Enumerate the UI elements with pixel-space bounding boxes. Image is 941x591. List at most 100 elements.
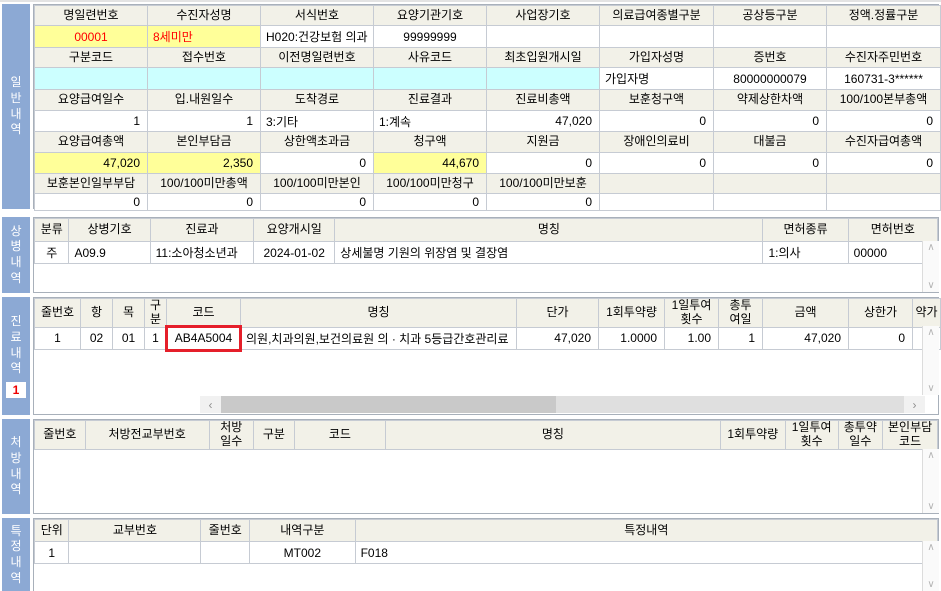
cell[interactable] bbox=[826, 193, 941, 211]
cell[interactable]: 80000000079 bbox=[713, 67, 827, 90]
cell[interactable]: 8세미만 bbox=[147, 25, 261, 48]
cell[interactable]: 1:계속 bbox=[373, 110, 487, 132]
cell[interactable]: 01 bbox=[112, 326, 145, 350]
cell[interactable]: 2,350 bbox=[147, 152, 261, 174]
col-header: 1회투약량 bbox=[598, 298, 665, 328]
cell[interactable]: 47,020 bbox=[34, 152, 148, 174]
col-header: 공상등구분 bbox=[713, 5, 827, 26]
cell[interactable]: 0 bbox=[599, 110, 714, 132]
cell[interactable]: 0 bbox=[486, 193, 600, 211]
prescription-vertical-scrollbar[interactable]: ∧ ∨ bbox=[922, 449, 939, 513]
highlighted-code-cell[interactable]: AB4A5004 bbox=[165, 325, 243, 353]
col-header: 약제상한차액 bbox=[713, 89, 827, 111]
cell[interactable]: H020:건강보험 의과 bbox=[260, 25, 374, 48]
cell[interactable]: 1 bbox=[33, 541, 70, 564]
cell[interactable]: 160731-3****** bbox=[826, 67, 941, 90]
col-header: 코드 bbox=[166, 298, 241, 328]
cell[interactable]: 1 bbox=[144, 326, 167, 350]
specific-vertical-scrollbar[interactable]: ∧ ∨ bbox=[922, 541, 939, 591]
cell[interactable]: 1.0000 bbox=[598, 326, 665, 350]
cell[interactable]: 0 bbox=[713, 152, 827, 174]
treatment-horizontal-scrollbar[interactable]: ‹ › bbox=[200, 396, 925, 413]
cell[interactable]: 0 bbox=[147, 193, 261, 211]
cell[interactable]: 1.00 bbox=[664, 326, 719, 350]
cell[interactable]: F018 bbox=[354, 541, 939, 564]
scroll-down-icon[interactable]: ∨ bbox=[927, 501, 935, 512]
cell[interactable]: 0 bbox=[599, 152, 714, 174]
treatment-vertical-scrollbar[interactable]: ∧ ∨ bbox=[922, 326, 939, 395]
scroll-down-icon[interactable]: ∨ bbox=[927, 280, 935, 291]
cell[interactable] bbox=[713, 25, 827, 48]
scroll-left-button[interactable]: ‹ bbox=[200, 396, 221, 413]
col-header: 총투약 일수 bbox=[837, 420, 884, 450]
scroll-up-icon[interactable]: ∧ bbox=[927, 542, 935, 553]
col-header: 서식번호 bbox=[260, 5, 374, 26]
cell[interactable] bbox=[599, 25, 714, 48]
cell[interactable]: 0 bbox=[260, 152, 374, 174]
sidebar-label-specific: 특정내역 bbox=[10, 523, 22, 585]
cell[interactable]: 1 bbox=[147, 110, 261, 132]
scrollbar-thumb[interactable] bbox=[221, 396, 556, 413]
scroll-down-icon[interactable]: ∨ bbox=[927, 383, 935, 394]
cell[interactable]: 1:의사 bbox=[762, 241, 849, 264]
cell[interactable] bbox=[486, 25, 600, 48]
cell[interactable]: 2024-01-02 bbox=[253, 241, 336, 264]
scroll-up-icon[interactable]: ∧ bbox=[927, 327, 935, 338]
cell[interactable]: 02 bbox=[80, 326, 113, 350]
sidebar-label-general: 일반내역 bbox=[10, 75, 22, 137]
scroll-up-icon[interactable]: ∧ bbox=[927, 450, 935, 461]
cell[interactable]: 00001 bbox=[34, 25, 148, 48]
cell[interactable]: 00000 bbox=[847, 241, 939, 264]
cell[interactable] bbox=[68, 541, 202, 564]
cell[interactable]: 1 bbox=[34, 110, 148, 132]
header-row: 구분코드 접수번호 이전명일련번호 사유코드 최초입원개시일 가입자성명 증번호 수진자주민번… bbox=[34, 47, 941, 68]
cell[interactable] bbox=[200, 541, 251, 564]
scrollbar-track[interactable] bbox=[556, 396, 904, 413]
col-header: 단위 bbox=[33, 519, 70, 542]
cell[interactable]: 가입자명 bbox=[599, 67, 714, 90]
table-row: 47,020 2,350 0 44,670 0 0 0 0 bbox=[34, 152, 941, 174]
scroll-up-icon[interactable]: ∧ bbox=[927, 242, 935, 253]
disease-vertical-scrollbar[interactable]: ∧ ∨ bbox=[922, 241, 939, 292]
col-header: 보훈본인일부부담 bbox=[34, 173, 148, 194]
cell[interactable] bbox=[826, 25, 941, 48]
cell[interactable]: 0 bbox=[34, 193, 148, 211]
cell[interactable] bbox=[260, 67, 374, 90]
cell[interactable]: 상세불명 기원의 위장염 및 결장염 bbox=[334, 241, 764, 264]
cell[interactable] bbox=[486, 67, 600, 90]
cell[interactable]: 1 bbox=[718, 326, 763, 350]
cell[interactable] bbox=[34, 67, 148, 90]
cell[interactable]: 11:소아청소년과 bbox=[149, 241, 255, 264]
cell[interactable] bbox=[373, 67, 487, 90]
cell[interactable]: 0 bbox=[260, 193, 374, 211]
cell[interactable] bbox=[147, 67, 261, 90]
col-header: 접수번호 bbox=[147, 47, 261, 68]
cell[interactable]: MT002 bbox=[249, 541, 356, 564]
cell[interactable]: 0 bbox=[826, 110, 941, 132]
cell[interactable]: 99999999 bbox=[373, 25, 487, 48]
cell[interactable]: 주 bbox=[33, 241, 70, 264]
disease-grid: 분류 상병기호 진료과 요양개시일 명칭 면허종류 면허번호 주 A09.9 11:소아청소년과 2… bbox=[33, 217, 939, 293]
cell[interactable]: 0 bbox=[486, 152, 600, 174]
cell[interactable]: 47,020 bbox=[762, 326, 849, 350]
cell[interactable]: A09.9 bbox=[68, 241, 151, 264]
col-header: 장애인의료비 bbox=[599, 131, 714, 153]
col-header: 청구액 bbox=[373, 131, 487, 153]
cell[interactable] bbox=[599, 193, 714, 211]
cell[interactable]: 0 bbox=[713, 110, 827, 132]
cell[interactable]: 0 bbox=[373, 193, 487, 211]
scroll-right-button[interactable]: › bbox=[904, 396, 925, 413]
header-row: 줄번호 항 목 구 분 코드 명칭 단가 1회투약량 1일투여 횟수 총투 여일 금액 상한가 약가 bbox=[34, 298, 941, 328]
cell[interactable]: 47,020 bbox=[516, 326, 599, 350]
cell[interactable]: 0 bbox=[848, 326, 913, 350]
col-header: 진료결과 bbox=[373, 89, 487, 111]
cell[interactable]: 44,670 bbox=[373, 152, 487, 174]
cell[interactable]: 의원,치과의원,보건의료원 의 · 치과 5등급간호관리료 bbox=[240, 326, 517, 350]
cell[interactable]: 0 bbox=[826, 152, 941, 174]
col-header: 수진자주민번호 bbox=[826, 47, 941, 68]
scroll-down-icon[interactable]: ∨ bbox=[927, 579, 935, 590]
cell[interactable]: 1 bbox=[34, 326, 81, 350]
cell[interactable]: 47,020 bbox=[486, 110, 600, 132]
cell[interactable]: 3:기타 bbox=[260, 110, 374, 132]
cell[interactable] bbox=[713, 193, 827, 211]
